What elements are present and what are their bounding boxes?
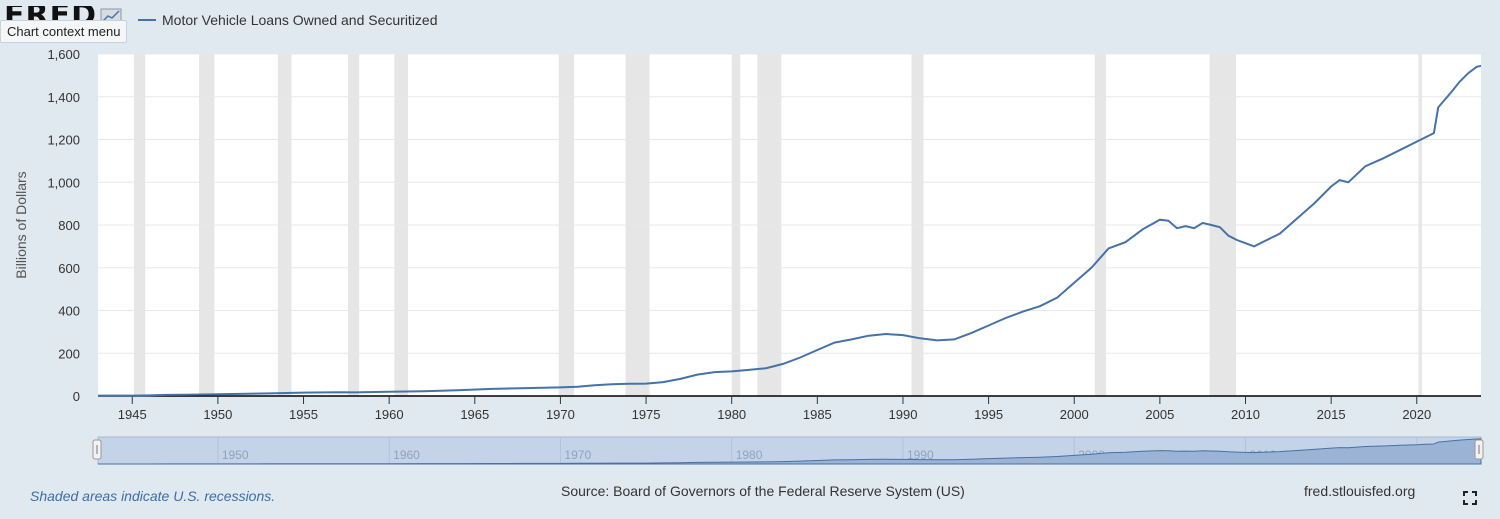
y-tick-label: 1,400 [47,90,80,105]
x-tick-label: 2020 [1402,407,1431,422]
fred-logo[interactable]: FRED [4,6,97,20]
x-tick-label: 1955 [289,407,318,422]
y-tick-label: 400 [58,304,80,319]
y-tick-label: 1,600 [47,47,80,62]
x-tick-label: 1950 [203,407,232,422]
y-gridlines [98,53,1481,354]
x-tick-label: 2005 [1145,407,1174,422]
y-tick-label: 800 [58,218,80,233]
navigator-tick-label: 1990 [907,448,934,462]
y-tick-label: 600 [58,261,80,276]
x-tick-label: 1975 [632,407,661,422]
y-axis-tick-labels: 0 200 400 600 800 1,000 1,200 1,400 1,600 [47,47,80,404]
navigator-tick-label: 1960 [393,448,420,462]
series-line [98,64,1482,397]
x-axis-ticks: 1945 1950 1955 1960 1965 1970 1975 1980 1985 1990… [118,396,1431,422]
y-tick-label: 1,000 [47,175,80,190]
x-tick-label: 2000 [1060,407,1089,422]
x-tick-label: 1945 [118,407,147,422]
navigator-tick-label: 1980 [736,448,763,462]
y-tick-label: 200 [58,346,80,361]
x-tick-label: 1980 [717,407,746,422]
fullscreen-icon[interactable] [1463,491,1477,505]
y-tick-label: 0 [73,389,80,404]
x-tick-label: 1960 [375,407,404,422]
navigator-tick-label: 1950 [222,448,249,462]
y-tick-label: 1,200 [47,133,80,148]
x-tick-label: 1985 [803,407,832,422]
chart-context-menu-tooltip: Chart context menu [0,20,128,43]
y-axis-label: Billions of Dollars [13,171,29,278]
source-text: Source: Board of Governors of the Federa… [561,483,965,499]
legend-series-label: Motor Vehicle Loans Owned and Securitize… [162,12,438,28]
x-tick-label: 1965 [460,407,489,422]
legend-series-swatch [138,19,156,21]
x-tick-label: 2010 [1231,407,1260,422]
recession-note: Shaded areas indicate U.S. recessions. [30,488,276,504]
navigator-series-area [98,438,1482,465]
x-tick-label: 1990 [889,407,918,422]
x-tick-label: 1970 [546,407,575,422]
legend[interactable]: Motor Vehicle Loans Owned and Securitize… [138,12,438,28]
navigator-tick-label: 1970 [564,448,591,462]
x-tick-label: 1995 [974,407,1003,422]
site-link[interactable]: fred.stlouisfed.org [1304,483,1416,499]
x-tick-label: 2015 [1317,407,1346,422]
